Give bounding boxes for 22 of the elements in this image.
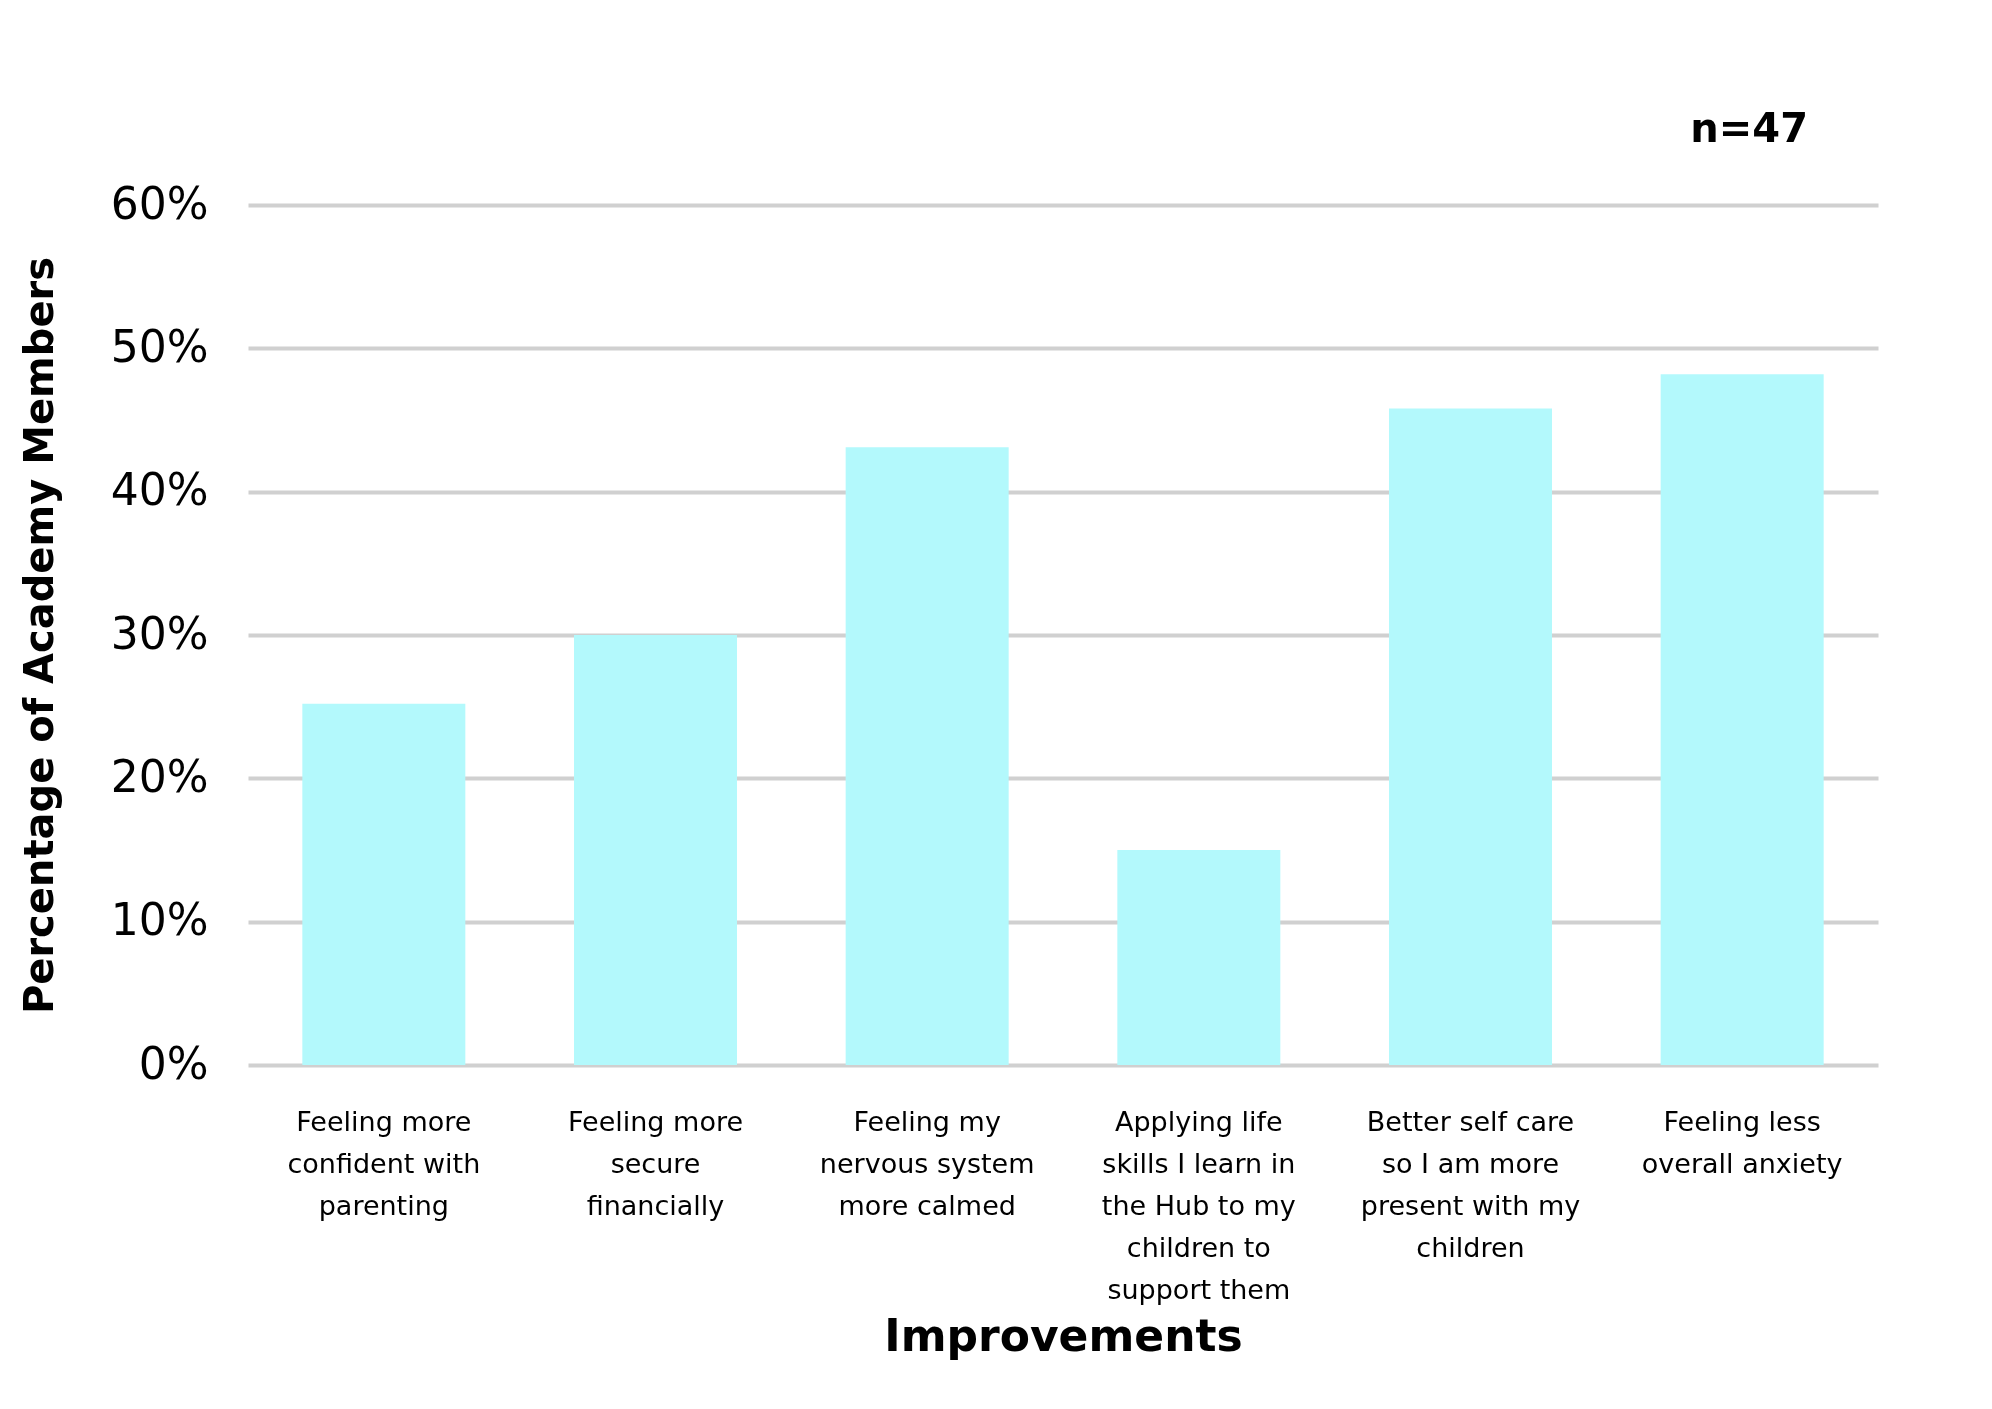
x-tick-label: Feeling more confident with parenting <box>287 1106 481 1221</box>
bar <box>1660 374 1824 1065</box>
y-axis-title: Percentage of Academy Members <box>15 256 62 1015</box>
x-tick-label: Applying life skills I learn in the Hub to my children to support them <box>1101 1106 1296 1305</box>
bar <box>302 703 466 1065</box>
y-tick-label: 40% <box>110 464 209 516</box>
text: n=47 <box>1690 105 1808 151</box>
y-tick-label: 30% <box>110 607 209 659</box>
y-tick-label: 10% <box>110 894 209 946</box>
bar <box>1389 408 1552 1065</box>
y-tick-label: 0% <box>138 1037 209 1089</box>
x-axis-title: Improvements <box>884 1309 1243 1361</box>
y-tick-label: 60% <box>110 177 209 229</box>
bar <box>845 447 1009 1065</box>
bar <box>1117 850 1281 1065</box>
x-tick-label: Feeling less overall anxiety <box>1641 1106 1843 1179</box>
y-tick-label: 50% <box>110 320 209 372</box>
bar <box>574 635 737 1065</box>
y-tick-label: 20% <box>110 750 209 802</box>
x-tick-label: Feeling more secure financially <box>567 1106 744 1221</box>
x-tick-label: Better self care so I am more present with my children <box>1360 1106 1581 1263</box>
x-tick-label: Feeling my nervous system more calmed <box>819 1106 1035 1221</box>
